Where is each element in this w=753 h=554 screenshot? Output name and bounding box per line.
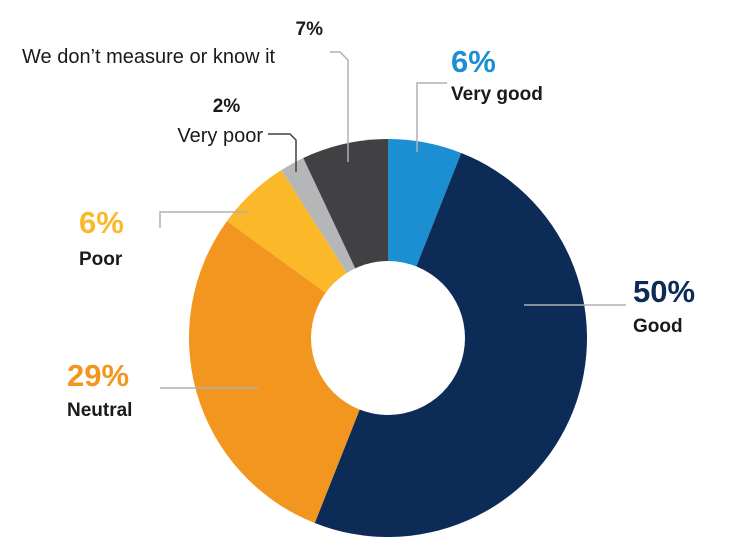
- label-dont-measure: 7% We don’t measure or know it: [22, 20, 325, 67]
- label-poor-category: Poor: [79, 249, 123, 270]
- slice-neutral: [188, 221, 388, 524]
- donut-hole: [311, 261, 465, 415]
- label-good-percent: 50%: [633, 274, 696, 309]
- label-neutral: 29% Neutral: [67, 360, 132, 420]
- label-very-good-percent: 6%: [451, 44, 496, 79]
- label-very-poor: 2% Very poor: [160, 97, 263, 146]
- label-neutral-category: Neutral: [67, 400, 133, 421]
- label-very-poor-percent: 2%: [212, 96, 241, 117]
- label-very-good-category: Very good: [451, 84, 543, 105]
- label-very-poor-category: Very poor: [177, 125, 263, 147]
- label-dont-measure-category: We don’t measure or know it: [22, 46, 276, 68]
- label-very-good: 6% Very good: [451, 46, 543, 104]
- leader-dont-measure: [330, 51, 349, 162]
- leader-poor: [159, 211, 249, 228]
- label-neutral-percent: 29%: [67, 358, 130, 393]
- leader-very-good: [416, 82, 447, 152]
- label-poor-percent: 6%: [79, 205, 124, 240]
- label-good: 50% Good: [633, 276, 695, 336]
- leader-very-poor: [268, 133, 297, 172]
- label-poor: 6% Poor: [79, 207, 124, 269]
- label-good-category: Good: [633, 316, 683, 337]
- label-dont-measure-percent: 7%: [295, 19, 323, 40]
